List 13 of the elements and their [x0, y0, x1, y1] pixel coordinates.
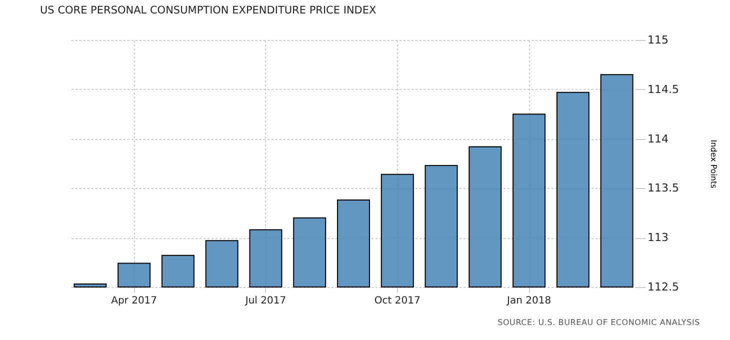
y-tick-label: 113.5 [648, 182, 679, 195]
y-tick-label: 114 [648, 132, 668, 146]
x-tick-label: Jul 2017 [244, 296, 286, 306]
x-tick-label: Oct 2017 [374, 296, 420, 306]
source-note: SOURCE: U.S. BUREAU OF ECONOMIC ANALYSIS [496, 318, 700, 327]
y-tick-label: 115 [648, 34, 668, 46]
y-axis-title: Index Points [708, 140, 718, 188]
chart-title: US CORE PERSONAL CONSUMPTION EXPENDITURE PRICE INDEX [40, 4, 376, 16]
y-tick-label: 114.5 [648, 82, 679, 96]
y-tick-label: 113 [648, 231, 668, 244]
x-tick-label: Jan 2018 [506, 296, 552, 306]
y-tick-label: 112.5 [648, 280, 679, 294]
x-tick-label: Apr 2017 [111, 296, 158, 306]
